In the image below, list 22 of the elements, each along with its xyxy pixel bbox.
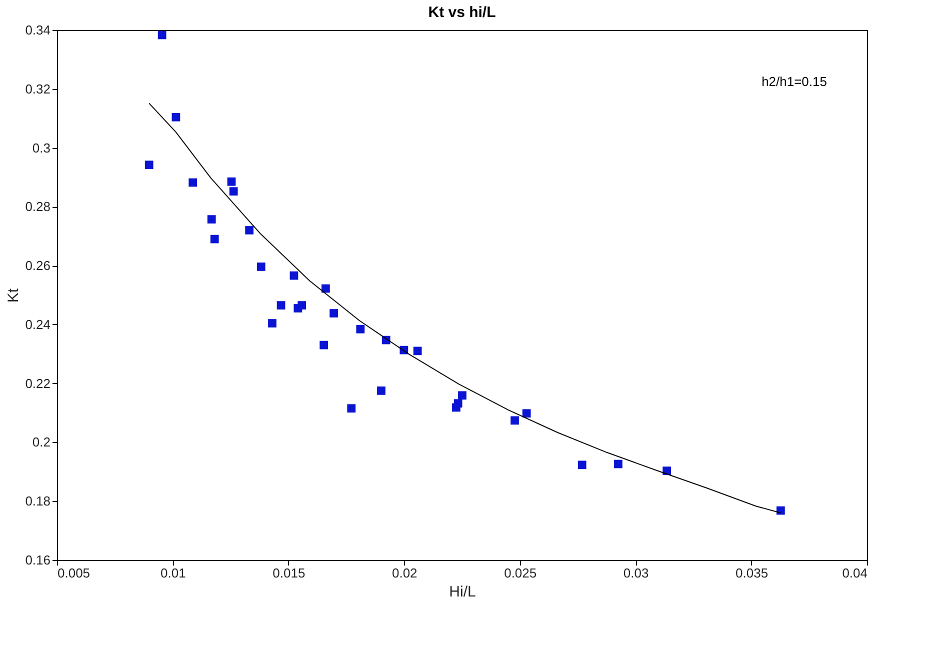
x-axis-title: Hi/L	[449, 584, 476, 600]
x-tick-label: 0.005	[58, 566, 90, 580]
x-tick-label: 0.035	[736, 566, 768, 580]
x-tick-label: 0.03	[623, 566, 649, 580]
y-tick-label: 0.24	[25, 316, 50, 332]
x-tick-label: 0.015	[272, 566, 306, 580]
chart-title: Kt vs hi/L	[428, 4, 496, 21]
y-tick-label: 0.3	[32, 140, 50, 156]
y-tick-label: 0.28	[25, 199, 50, 214]
y-axis-title: Kt	[5, 288, 22, 303]
y-tick-label: 0.32	[25, 81, 50, 96]
y-tick-label: 0.2	[32, 434, 50, 450]
y-tick-label: 0.34	[25, 22, 50, 38]
x-tick-label: 0.025	[504, 566, 537, 580]
y-tick-label: 0.26	[25, 258, 50, 274]
y-tick-label: 0.18	[25, 494, 50, 509]
y-tick-label: 0.22	[25, 376, 50, 391]
y-tick-label: 0.16	[25, 552, 50, 568]
x-tick-label: 0.02	[392, 566, 418, 580]
annotation: h2/h1=0.15	[762, 74, 827, 89]
x-tick-label: 0.01	[160, 566, 186, 580]
x-tick-label: 0.04	[842, 566, 868, 580]
